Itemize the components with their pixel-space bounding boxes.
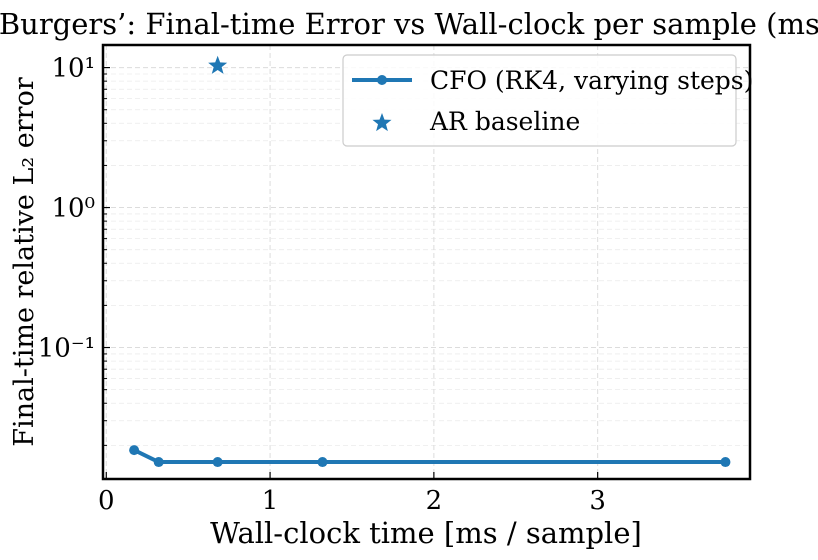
legend: CFO (RK4, varying steps) AR baseline — [342, 54, 753, 147]
cfo-series-line — [133, 448, 726, 465]
plot-frame — [101, 43, 752, 481]
x-tick-label: 1 — [262, 486, 279, 516]
y-axis-label: Final-time relative L₂ error — [9, 77, 40, 447]
cfo-data-point — [212, 457, 223, 468]
cfo-data-point — [720, 457, 731, 468]
cfo-data-point — [317, 457, 328, 468]
y-tick-label: 10⁰ — [51, 194, 95, 224]
cfo-data-point — [153, 457, 164, 468]
y-tick-label: 10¹ — [51, 54, 95, 84]
x-tick-label: 3 — [589, 486, 606, 516]
series-0 — [129, 445, 731, 468]
plot-series — [129, 55, 731, 468]
chart-title: Burgers’: Final-time Error vs Wall-clock… — [0, 7, 818, 41]
y-tick-label: 10⁻¹ — [38, 334, 95, 364]
legend-label-ar: AR baseline — [429, 107, 580, 136]
x-tick-label: 0 — [98, 486, 115, 516]
ar-baseline-star — [208, 55, 228, 74]
cfo-data-point — [129, 445, 140, 456]
legend-star-swatch — [372, 113, 392, 132]
x-axis-label: Wall-clock time [ms / sample] — [210, 516, 642, 550]
axis-ticks: 10⁻¹ 10⁰ 10¹ 0 1 2 3 — [38, 54, 606, 516]
legend-marker-swatch — [377, 75, 387, 85]
series-1 — [208, 55, 228, 74]
legend-label-cfo: CFO (RK4, varying steps) — [430, 66, 753, 95]
legend-box — [342, 54, 737, 147]
x-tick-label: 2 — [426, 486, 443, 516]
